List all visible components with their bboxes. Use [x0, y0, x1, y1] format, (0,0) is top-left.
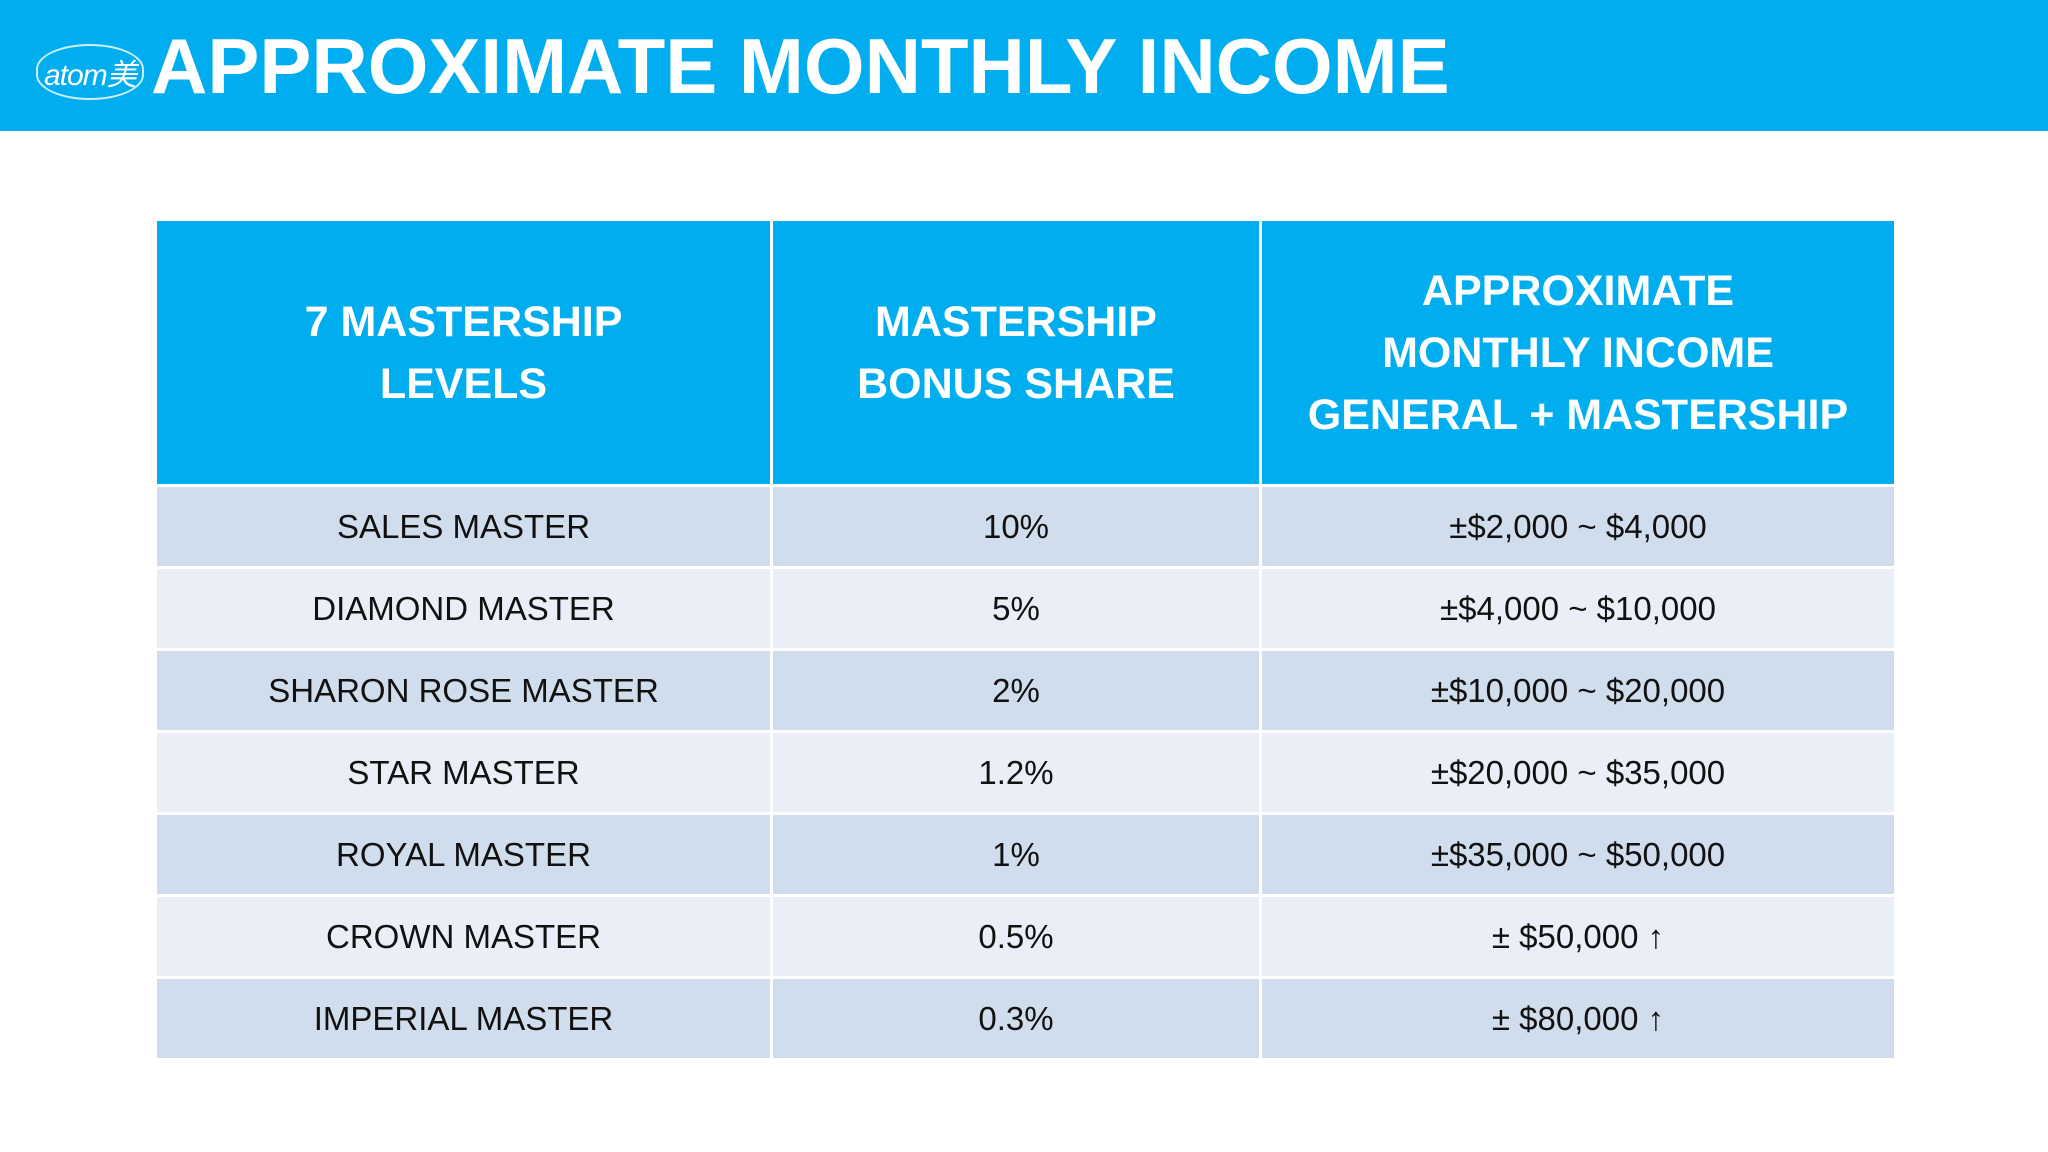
header-line: 7 MASTERSHIP	[304, 297, 623, 346]
table-cell: 1.2%	[770, 730, 1262, 815]
table-cell: 10%	[770, 484, 1262, 569]
table-cell: DIAMOND MASTER	[154, 566, 773, 651]
table-cell: ROYAL MASTER	[154, 812, 773, 897]
header-line: MONTHLY INCOME	[1382, 328, 1774, 377]
header-line: APPROXIMATE	[1421, 266, 1735, 315]
table-cell: 2%	[770, 648, 1262, 733]
table-row: DIAMOND MASTER 5% ±$4,000 ~ $10,000	[154, 566, 1897, 651]
header-bar: atom美 APPROXIMATE MONTHLY INCOME	[0, 0, 2048, 131]
table-row: ROYAL MASTER 1% ±$35,000 ~ $50,000	[154, 812, 1897, 897]
table-cell: SHARON ROSE MASTER	[154, 648, 773, 733]
table-cell: ±$10,000 ~ $20,000	[1259, 648, 1897, 733]
table-cell: IMPERIAL MASTER	[154, 976, 773, 1061]
column-header: 7 MASTERSHIP LEVELS	[154, 218, 773, 487]
table-cell: 1%	[770, 812, 1262, 897]
table-cell: 0.3%	[770, 976, 1262, 1061]
table-cell: CROWN MASTER	[154, 894, 773, 979]
table-cell: ± $50,000 ↑	[1259, 894, 1897, 979]
table-cell: ±$4,000 ~ $10,000	[1259, 566, 1897, 651]
table-cell: ± $80,000 ↑	[1259, 976, 1897, 1061]
header-line: GENERAL + MASTERSHIP	[1307, 390, 1849, 439]
header-line: MASTERSHIP	[875, 297, 1157, 346]
header-line: LEVELS	[379, 359, 548, 408]
column-header: APPROXIMATE MONTHLY INCOME GENERAL + MASTE…	[1259, 218, 1897, 487]
logo: atom美	[36, 44, 144, 100]
title: APPROXIMATE MONTHLY INCOME	[151, 22, 1450, 110]
header-row: 7 MASTERSHIP LEVELS MASTERSHIP BONUS SHARE A…	[154, 218, 1897, 487]
table-cell: STAR MASTER	[154, 730, 773, 815]
table-row: STAR MASTER 1.2% ±$20,000 ~ $35,000	[154, 730, 1897, 815]
table-row: SALES MASTER 10% ±$2,000 ~ $4,000	[154, 484, 1897, 569]
table-cell: ±$2,000 ~ $4,000	[1259, 484, 1897, 569]
table-cell: 0.5%	[770, 894, 1262, 979]
table-cell: SALES MASTER	[154, 484, 773, 569]
table-cell: 5%	[770, 566, 1262, 651]
column-header: MASTERSHIP BONUS SHARE	[770, 218, 1262, 487]
table-cell: ±$20,000 ~ $35,000	[1259, 730, 1897, 815]
income-table: 7 MASTERSHIP LEVELS MASTERSHIP BONUS SHARE A…	[154, 218, 1897, 1061]
table-cell: ±$35,000 ~ $50,000	[1259, 812, 1897, 897]
header-line: BONUS SHARE	[857, 359, 1175, 408]
table-row: IMPERIAL MASTER 0.3% ± $80,000 ↑	[154, 976, 1897, 1061]
table-row: SHARON ROSE MASTER 2% ±$10,000 ~ $20,000	[154, 648, 1897, 733]
table-row: CROWN MASTER 0.5% ± $50,000 ↑	[154, 894, 1897, 979]
